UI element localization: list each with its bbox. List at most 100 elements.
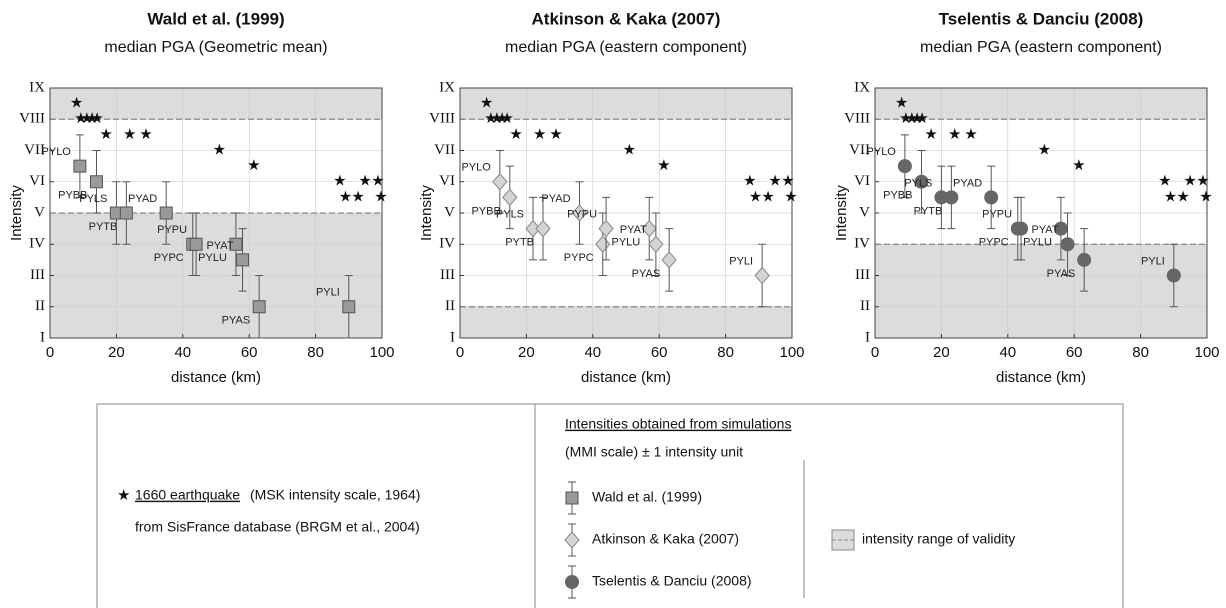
y-axis-label: Intensity (833, 185, 850, 241)
chart-subtitle: median PGA (eastern component) (505, 39, 747, 56)
y-tick-label: I (450, 329, 455, 345)
marker (754, 266, 770, 285)
station-label: PYLO (867, 146, 897, 158)
observed-star: ★ (533, 126, 546, 143)
marker (502, 188, 518, 207)
marker (984, 190, 999, 205)
station-label: PYAS (1047, 268, 1076, 280)
invalid-region (460, 88, 792, 120)
marker (342, 300, 356, 314)
marker (897, 159, 912, 174)
x-tick-label: 80 (717, 344, 734, 361)
observed-star: ★ (899, 110, 912, 127)
marker (189, 237, 203, 251)
station-label: PYAD (128, 193, 157, 205)
y-tick-label: V (444, 204, 455, 220)
observed-star: ★ (768, 173, 781, 190)
station-label: PYBB (58, 190, 87, 202)
observed-star: ★ (358, 173, 371, 190)
station-label: PYAD (953, 177, 982, 189)
y-tick-label: VIII (19, 111, 45, 127)
legend-square (565, 491, 579, 505)
station-label: PYBB (471, 205, 500, 217)
station-label: PYPC (979, 237, 1009, 249)
y-tick-label: II (860, 298, 870, 314)
observed-star: ★ (924, 126, 937, 143)
invalid-region (50, 88, 382, 120)
legend-entry: Wald et al. (1999) (592, 489, 702, 505)
observed-star: ★ (1164, 188, 1177, 205)
observed-star: ★ (213, 141, 226, 158)
x-tick-label: 40 (999, 344, 1016, 361)
station-label: PYLO (42, 146, 72, 158)
station-label: PYPC (564, 252, 594, 264)
legend-star: ★ (117, 487, 130, 504)
chart-subtitle: median PGA (eastern component) (920, 39, 1162, 56)
observed-star: ★ (549, 126, 562, 143)
marker (571, 204, 588, 222)
y-tick-label: VI (29, 173, 45, 189)
y-tick-label: IV (29, 236, 45, 252)
x-tick-label: 20 (933, 344, 950, 361)
legend: ★ 1660 earthquake (MSK intensity scale, … (96, 403, 1124, 608)
station-label: PYLI (1141, 255, 1165, 267)
legend-entry: Tselentis & Danciu (2008) (592, 573, 752, 589)
x-tick-label: 40 (174, 344, 191, 361)
x-tick-label: 100 (779, 344, 804, 361)
y-axis-label: Intensity (8, 185, 25, 241)
y-tick-label: IX (29, 79, 45, 95)
chart-title: Atkinson & Kaka (2007) (532, 9, 721, 28)
station-label: PYLS (79, 193, 107, 205)
x-tick-label: 0 (456, 344, 464, 361)
observed-star: ★ (1196, 173, 1209, 190)
station-label: PYLU (611, 237, 640, 249)
observed-star: ★ (333, 173, 346, 190)
marker (252, 300, 266, 314)
observed-star: ★ (915, 110, 928, 127)
marker (1053, 221, 1068, 236)
y-tick-label: III (30, 267, 45, 283)
station-label: PYLU (198, 252, 227, 264)
marker (648, 235, 664, 254)
y-tick-label: II (35, 298, 45, 314)
station-label: PYLS (904, 177, 932, 189)
legend-diamond (564, 531, 580, 549)
legend-observed-source: from SisFrance database (BRGM et al., 20… (135, 519, 420, 535)
station-label: PYTB (505, 237, 534, 249)
y-tick-label: VI (439, 173, 455, 189)
observed-star: ★ (910, 110, 923, 127)
marker (661, 251, 677, 269)
y-tick-label: V (34, 204, 45, 220)
observed-star: ★ (1183, 173, 1196, 190)
marker (89, 175, 103, 189)
chart: Wald et al. (1999) median PGA (Geometric … (8, 9, 395, 385)
y-tick-label: I (40, 329, 45, 345)
observed-star: ★ (123, 126, 136, 143)
marker (1060, 237, 1075, 252)
x-axis-label: distance (km) (171, 369, 261, 386)
observed-star: ★ (1199, 188, 1212, 205)
legend-circle (565, 575, 579, 589)
y-tick-label: VII (434, 142, 455, 158)
observed-star: ★ (1158, 173, 1171, 190)
observed-star: ★ (85, 110, 98, 127)
x-axis-label: distance (km) (996, 369, 1086, 386)
x-tick-label: 20 (108, 344, 125, 361)
legend-sim-header: Intensities obtained from simulations (565, 416, 791, 432)
marker (236, 253, 250, 267)
y-tick-label: V (859, 204, 870, 220)
x-tick-label: 60 (1066, 344, 1083, 361)
y-axis-label: Intensity (418, 185, 435, 241)
y-tick-label: VII (24, 142, 45, 158)
plot-frame (874, 87, 1208, 339)
station-label: PYPU (982, 209, 1012, 221)
observed-star: ★ (657, 157, 670, 174)
y-tick-label: IV (854, 236, 870, 252)
y-tick-label: VII (849, 142, 870, 158)
marker (1166, 268, 1181, 283)
chart-title: Tselentis & Danciu (2008) (939, 9, 1144, 28)
y-tick-label: III (440, 267, 455, 283)
marker (944, 190, 959, 205)
observed-star: ★ (743, 173, 756, 190)
